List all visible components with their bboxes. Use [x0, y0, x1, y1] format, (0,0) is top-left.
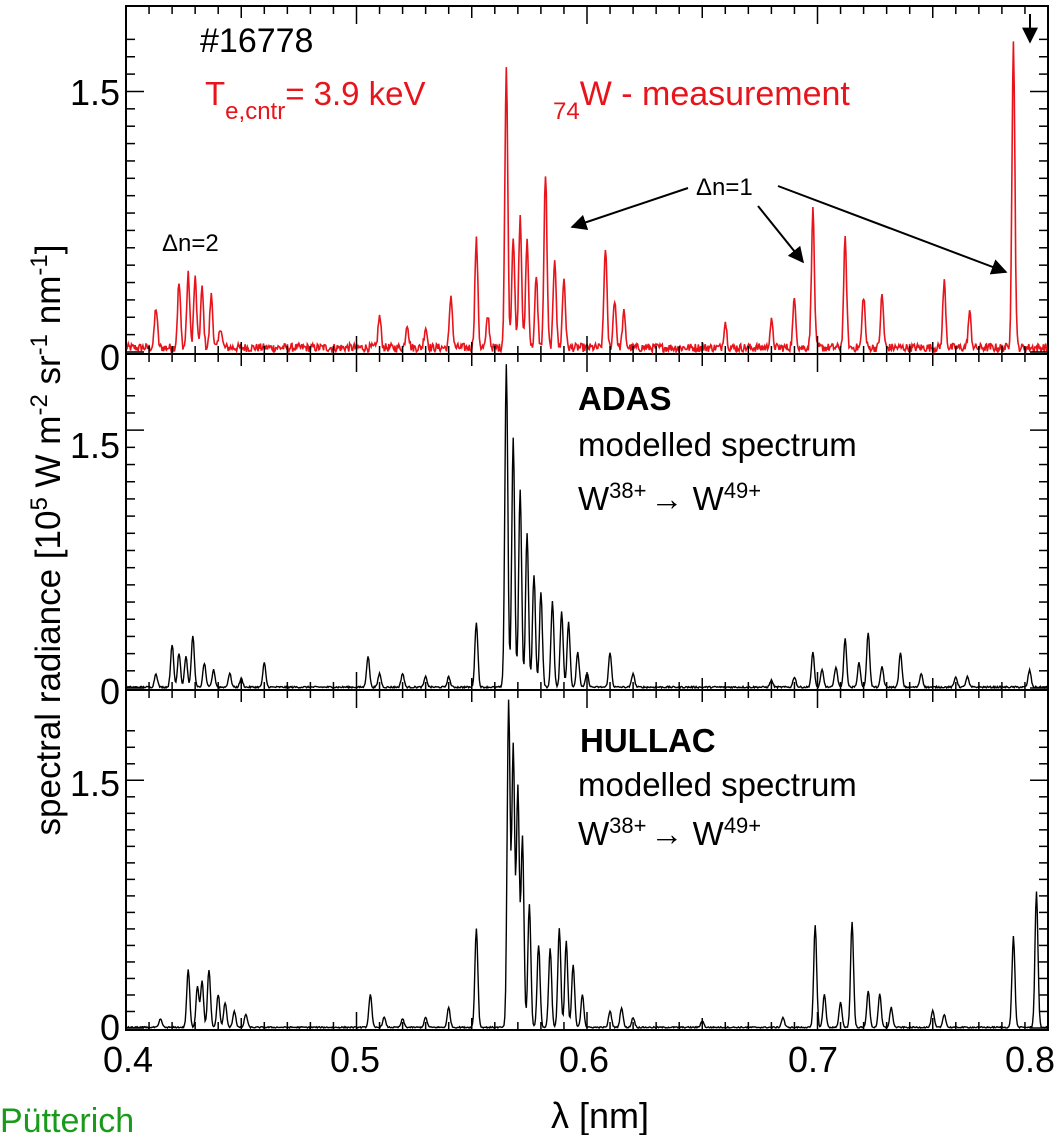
adas-ion-range: W38+ → W49+ — [578, 478, 761, 518]
y-axis-label: spectral radiance [105 W m-2 sr-1 nm-1] — [26, 245, 69, 836]
ylabel-close: ] — [29, 245, 68, 255]
panel-frames — [125, 5, 1049, 1031]
ylabel-sup-m1b: -1 — [26, 254, 53, 275]
arrow-dn1-middle — [757, 205, 805, 264]
hullac-ion-from: W — [578, 815, 610, 852]
adas-ion-from-charge: 38+ — [609, 478, 646, 503]
ylabel-main: spectral radiance [10 — [29, 511, 68, 836]
ylabel-part-nm: nm — [29, 276, 68, 334]
measurement-title: 74W - measurement — [553, 75, 850, 125]
ytick-mid-0: 0 — [100, 671, 120, 712]
ytick-top-1p5: 1.5 — [70, 72, 120, 113]
ytick-bottom-0: 0 — [100, 1007, 120, 1048]
author-credit: Pütterich — [0, 1102, 134, 1135]
hullac-title: HULLAC — [580, 722, 716, 759]
ylabel-part-w: W m — [29, 416, 68, 498]
hullac-ion-to: W — [693, 815, 725, 852]
x-axis-label: λ [nm] — [551, 1095, 649, 1135]
electron-temperature: Te,cntr= 3.9 keV — [205, 75, 426, 125]
ytick-top-0: 0 — [100, 337, 120, 378]
ytick-mid-1p5: 1.5 — [70, 425, 120, 466]
arrow-dn1-right — [777, 185, 1008, 275]
measurement-title-text: W - measurement — [580, 75, 851, 113]
te-value: = 3.9 keV — [285, 75, 425, 112]
hullac-ion-range: W38+ → W49+ — [578, 813, 761, 853]
xtick-0p6: 0.6 — [559, 1039, 609, 1080]
arrow-dn1-left — [570, 187, 689, 230]
shot-number: #16778 — [200, 22, 313, 60]
xtick-0p5: 0.5 — [330, 1039, 380, 1080]
adas-subtitle: modelled spectrum — [578, 426, 857, 463]
hullac-subtitle: modelled spectrum — [578, 766, 857, 803]
ylabel-sup-m1a: -1 — [26, 334, 53, 355]
annotation-dn1: Δn=1 — [696, 174, 753, 201]
adas-ion-to: W — [693, 480, 725, 517]
ytick-bottom-1p5: 1.5 — [70, 763, 120, 804]
hullac-ion-to-charge: 49+ — [724, 813, 761, 838]
ylabel-sup-m2: -2 — [26, 394, 53, 415]
annotation-dn2: Δn=2 — [162, 230, 219, 257]
xtick-0p8: 0.8 — [1005, 1039, 1055, 1080]
axis-ticks — [125, 6, 1049, 1030]
te-symbol: T — [205, 75, 225, 112]
xtick-0p4: 0.4 — [103, 1039, 153, 1080]
ylabel-part-sr: sr — [29, 355, 68, 394]
spectra-traces — [125, 41, 1049, 1030]
adas-ion-from: W — [578, 480, 610, 517]
adas-ion-to-charge: 49+ — [724, 478, 761, 503]
hullac-ion-from-charge: 38+ — [609, 813, 646, 838]
adas-title: ADAS — [578, 380, 672, 417]
te-subscript: e,cntr — [225, 98, 285, 125]
xtick-0p7: 0.7 — [788, 1039, 838, 1080]
ylabel-sup-5: 5 — [26, 497, 53, 510]
atomic-number: 74 — [553, 98, 580, 125]
